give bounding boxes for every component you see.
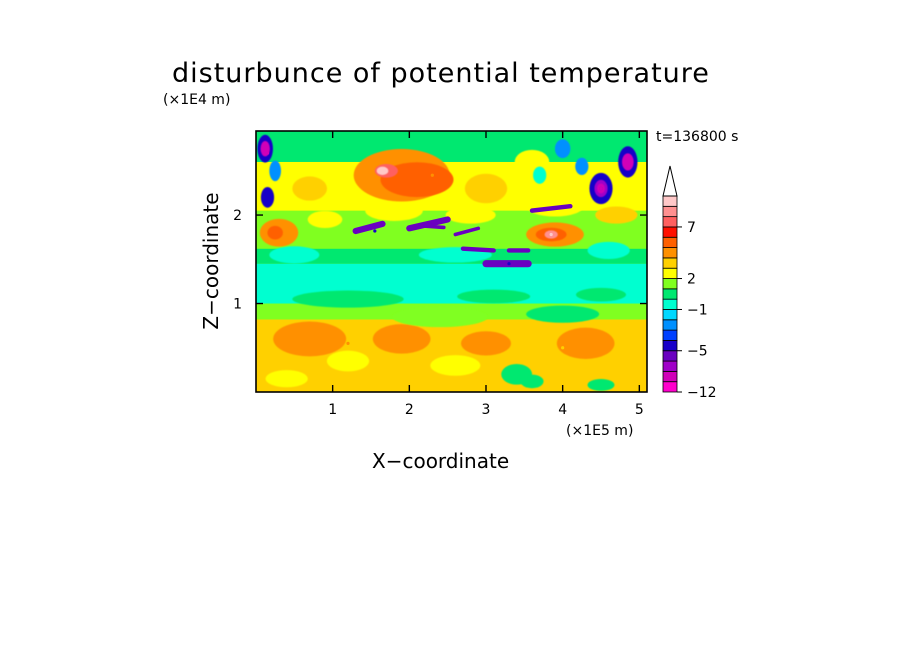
y-axis-unit: (×1E4 m) xyxy=(163,92,231,108)
field-patch xyxy=(520,374,544,389)
field-patch xyxy=(595,206,638,224)
field-patch xyxy=(265,370,308,388)
field-feature xyxy=(430,173,434,177)
colorbar-swatch xyxy=(662,195,678,207)
colorbar-swatch xyxy=(662,309,678,321)
colorbar-swatch xyxy=(662,350,678,362)
colorbar-swatch xyxy=(662,247,678,259)
colorbar: −12−5−127 xyxy=(662,165,717,401)
field-patch xyxy=(292,290,404,308)
field-feature xyxy=(572,232,576,237)
field-patch xyxy=(292,176,327,201)
field-patch xyxy=(380,162,454,198)
colorbar-swatch xyxy=(662,257,678,269)
field-patch xyxy=(575,157,589,175)
field-streak xyxy=(529,203,573,213)
x-tick-label: 4 xyxy=(558,402,567,418)
field-patch xyxy=(326,350,370,372)
y-tick-label: 1 xyxy=(233,297,242,313)
field-feature xyxy=(576,275,580,279)
field-patch xyxy=(457,289,531,304)
field-feature xyxy=(430,224,434,228)
time-annotation: t=136800 s xyxy=(656,129,739,145)
x-axis-label: X−coordinate xyxy=(372,449,510,473)
field-feature xyxy=(522,372,526,376)
field-streak xyxy=(460,246,496,253)
x-axis: 1 2 3 4 5 xyxy=(328,131,644,418)
field-feature xyxy=(269,231,273,235)
contour-field xyxy=(256,131,647,392)
field-patch xyxy=(576,287,626,302)
field-patch xyxy=(556,327,615,359)
colorbar-label: 7 xyxy=(687,220,696,236)
colorbar-swatch xyxy=(662,298,678,310)
field-patch xyxy=(307,210,343,229)
field-feature xyxy=(626,160,630,164)
x-axis-unit: (×1E5 m) xyxy=(566,423,634,439)
colorbar-swatch xyxy=(662,226,678,238)
field-patch xyxy=(260,187,275,208)
field-patch xyxy=(269,246,320,264)
field-feature xyxy=(373,229,377,233)
field-feature xyxy=(549,232,553,237)
field-feature xyxy=(262,195,266,199)
chart-title: disturbunce of potential temperature xyxy=(172,58,710,89)
field-patch xyxy=(365,200,423,221)
field-streak xyxy=(453,226,481,237)
colorbar-swatch xyxy=(662,360,678,372)
field-patch xyxy=(273,321,347,357)
colorbar-swatch xyxy=(662,288,678,300)
field-patch xyxy=(587,241,630,260)
colorbar-swatch xyxy=(662,340,678,352)
field-feature xyxy=(265,151,270,155)
field-patch xyxy=(445,206,496,224)
colorbar-swatch xyxy=(662,370,678,383)
field-feature xyxy=(361,279,365,284)
x-tick-label: 1 xyxy=(328,402,337,418)
y-axis: 12 xyxy=(233,208,647,313)
field-patch xyxy=(269,160,281,182)
field-patch xyxy=(587,378,615,391)
field-feature xyxy=(561,346,565,350)
x-tick-label: 5 xyxy=(635,402,644,418)
field-feature xyxy=(380,169,385,173)
colorbar-label: −1 xyxy=(687,302,708,318)
field-feature xyxy=(346,341,350,345)
field-patch xyxy=(526,305,600,323)
colorbar-swatch xyxy=(662,216,678,228)
colorbar-swatch xyxy=(662,319,678,331)
colorbar-swatch xyxy=(662,267,678,279)
field-patch xyxy=(554,139,571,159)
field-feature xyxy=(507,262,511,266)
colorbar-swatch xyxy=(662,329,678,341)
colorbar-swatch xyxy=(662,236,678,248)
field-feature xyxy=(599,186,603,191)
colorbar-extend-arrow xyxy=(662,165,678,197)
colorbar-swatch xyxy=(662,205,678,218)
x-tick-label: 3 xyxy=(482,402,491,418)
field-band-top xyxy=(256,131,647,162)
y-tick-label: 2 xyxy=(233,208,242,224)
colorbar-swatch xyxy=(662,381,678,393)
field-feature xyxy=(446,341,450,345)
colorbar-swatch xyxy=(662,278,678,290)
field-feature xyxy=(499,275,503,279)
field-patch xyxy=(464,173,508,204)
field-patch xyxy=(267,225,283,240)
field-patch xyxy=(461,331,511,356)
colorbar-label: −12 xyxy=(687,385,717,401)
colorbar-label: −5 xyxy=(687,344,708,360)
field-streak xyxy=(352,220,386,235)
x-tick-label: 2 xyxy=(405,402,414,418)
plot-frame xyxy=(255,130,648,393)
field-patch xyxy=(392,306,488,328)
field-patch xyxy=(533,166,547,184)
field-patch xyxy=(430,355,481,376)
field-patch xyxy=(372,324,431,354)
field-streak xyxy=(415,223,446,230)
colorbar-label: 2 xyxy=(687,272,696,288)
